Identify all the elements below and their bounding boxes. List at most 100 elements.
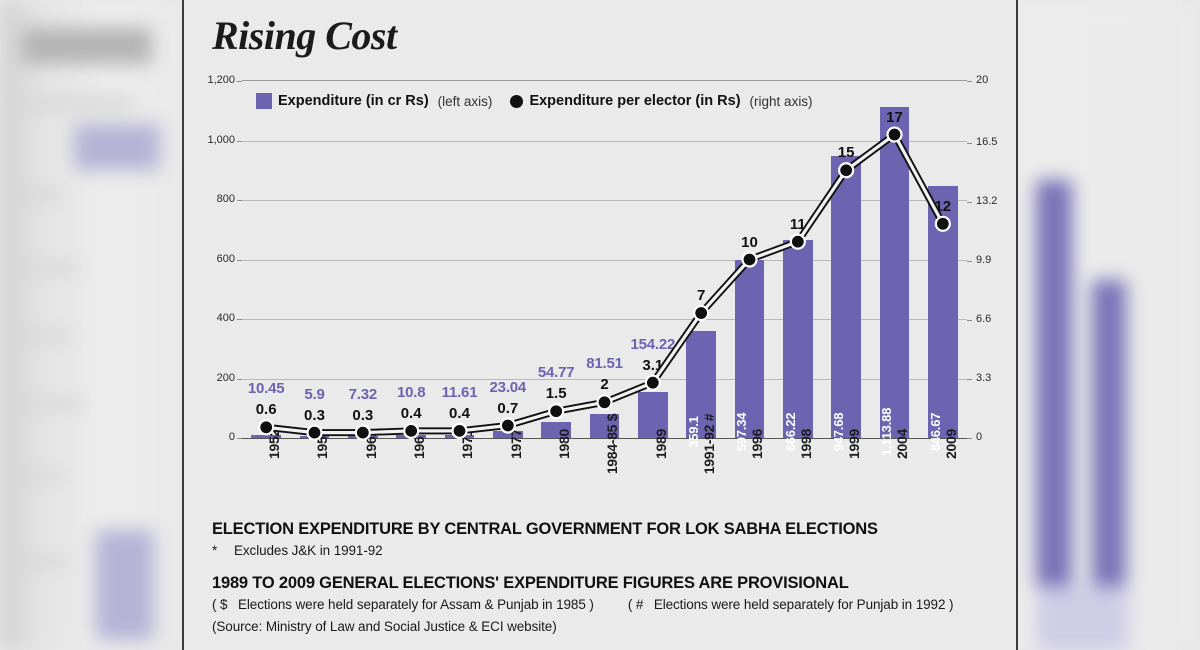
y-axis-right-tick: 13.2 xyxy=(976,195,998,208)
y-axis-left-tick: 200 xyxy=(216,371,235,384)
y-axis-left-tick-mark xyxy=(237,319,242,320)
background-blur-right xyxy=(1018,0,1200,650)
y-axis-right-tick: 3.3 xyxy=(976,372,992,385)
x-axis-label: 1952 xyxy=(266,429,283,459)
x-axis-label: 1977 xyxy=(507,429,524,459)
bar-slot: 23.04 0.7 1977 xyxy=(490,81,527,459)
line-point-label: 0.7 xyxy=(497,399,519,417)
line-point-label: 1.5 xyxy=(545,385,567,403)
bar-slot: 7.32 0.3 1962 xyxy=(347,81,379,459)
bar-slot: 54.77 1.5 1980 xyxy=(538,81,575,459)
line-point-label: 7 xyxy=(696,287,706,305)
bar-value-label: 7.32 xyxy=(348,385,378,403)
y-axis-right-tick-mark xyxy=(967,261,972,263)
y-axis-left-tick-mark xyxy=(237,81,242,82)
infographic-card: Rising Cost Expenditure (in cr Rs) (left… xyxy=(182,0,1018,650)
y-axis-right-tick-mark xyxy=(967,379,972,381)
bar-slot: 666.22 11 1998 xyxy=(782,81,814,459)
footnote-subline-1: * Excludes J&K in 1991-92 xyxy=(212,543,1002,558)
bar-value-label: 597.34 xyxy=(734,412,750,452)
chart-footnotes: ELECTION EXPENDITURE BY CENTRAL GOVERNME… xyxy=(212,520,1002,641)
y-axis-right-tick-mark xyxy=(967,202,972,204)
y-axis-left-tick: 1,200 xyxy=(207,74,235,86)
y-axis-right-tick-mark xyxy=(967,81,972,82)
x-axis-label: 1967 xyxy=(411,429,428,459)
bar[interactable] xyxy=(831,156,862,438)
x-axis-label: 1957 xyxy=(314,429,331,459)
y-axis-right-tick-mark xyxy=(967,143,972,145)
bar-value-label: 54.77 xyxy=(537,364,575,382)
footnote-hash-text: Elections were held separately for Punja… xyxy=(653,597,954,612)
line-point-label: 10 xyxy=(741,233,758,251)
bar-value-label: 154.22 xyxy=(630,335,676,353)
footnote-heading-2: 1989 TO 2009 GENERAL ELECTIONS' EXPENDIT… xyxy=(212,574,849,592)
bar[interactable] xyxy=(251,434,282,438)
asterisk-symbol: * xyxy=(212,543,218,558)
y-axis-left-tick-mark xyxy=(237,259,242,261)
footnote-excludes-jk: Excludes J&K in 1991-92 xyxy=(234,543,383,558)
y-axis-right-tick: 6.6 xyxy=(976,313,992,326)
line-point-label: 12 xyxy=(934,197,952,215)
x-axis-label: 1989 xyxy=(652,429,669,459)
bar-slot: 846.67 12 2009 xyxy=(927,81,959,459)
background-blur-left xyxy=(0,0,182,650)
y-axis-right-tick-mark xyxy=(967,320,972,322)
line-point-label: 15 xyxy=(837,144,855,162)
y-axis-left-tick-mark xyxy=(237,378,242,380)
footnote-symbol-row: ( $ Elections were held separately for As… xyxy=(212,597,1002,612)
y-axis-right-tick: 0 xyxy=(976,431,983,443)
legend-line-label: Expenditure per elector (in Rs) xyxy=(529,93,741,109)
legend-line-marker-icon xyxy=(510,94,524,108)
legend-bar-axis: (left axis) xyxy=(437,93,493,109)
line-point-label: 2 xyxy=(600,376,609,394)
x-axis-label: 2009 xyxy=(942,429,959,459)
line-point-label: 0.6 xyxy=(255,401,277,419)
y-axis-right-tick: 9.9 xyxy=(976,254,992,267)
bar-value-label: 10.8 xyxy=(396,383,426,401)
y-axis-left-tick: 600 xyxy=(216,252,235,265)
bar-slot: 1,113.88 17 2004 xyxy=(879,81,910,459)
line-point-label: 0.4 xyxy=(449,404,470,422)
y-axis-left-tick: 1,000 xyxy=(207,133,235,146)
x-axis-label: 1984-85 $ xyxy=(604,413,621,475)
legend-bar-label: Expenditure (in cr Rs) xyxy=(278,93,429,109)
page-title: Rising Cost xyxy=(212,13,397,58)
x-axis-label: 1998 xyxy=(797,429,814,459)
bar-value-label: 846.67 xyxy=(927,412,943,452)
y-axis-left-tick-mark xyxy=(237,438,242,439)
bar-slot: 947.68 15 1999 xyxy=(831,81,862,459)
bar-value-label: 10.45 xyxy=(247,380,285,398)
x-axis-label: 1999 xyxy=(846,429,863,459)
bar[interactable] xyxy=(782,239,813,438)
dollar-symbol-note: ( $ xyxy=(212,597,228,612)
y-axis-left-tick-mark xyxy=(237,200,242,201)
bar-value-label: 947.68 xyxy=(831,412,847,452)
y-axis-left-tick-mark xyxy=(237,140,242,142)
chart-legend: Expenditure (in cr Rs) (left axis) Expen… xyxy=(256,93,813,109)
bar-slot: 10.45 0.6 1952 xyxy=(248,81,285,459)
bar-slot: 359.1 7 1991-92 # xyxy=(686,81,717,474)
x-axis-label: 1980 xyxy=(556,429,573,459)
bar-slot: 11.61 0.4 1971 xyxy=(441,81,478,459)
bar-slot: 10.8 0.4 1967 xyxy=(396,81,427,459)
bar-value-label: 11.61 xyxy=(441,383,478,401)
bar-value-label: 666.22 xyxy=(782,412,798,452)
hash-symbol-note: ( # xyxy=(627,597,644,612)
legend-line-axis: (right axis) xyxy=(749,93,813,109)
line-point-label: 0.4 xyxy=(400,404,422,422)
bar-series: 10.45 0.6 1952 5.9 0.3 1957 7.32 0.3 1962 10.8 0.4… xyxy=(242,81,967,474)
footnote-source: (Source: Ministry of Law and Social Just… xyxy=(212,619,557,634)
y-axis-right-tick-mark xyxy=(967,438,972,439)
y-axis-left-tick: 400 xyxy=(216,312,235,324)
line-point-label: 3.1 xyxy=(642,356,664,374)
bar-value-label: 81.51 xyxy=(586,355,623,373)
bar[interactable] xyxy=(879,106,910,438)
bar[interactable] xyxy=(927,186,958,438)
x-axis-label: 1971 xyxy=(459,429,476,459)
y-axis-left-tick: 0 xyxy=(228,431,235,443)
chart-plot-area: Expenditure (in cr Rs) (left axis) Expen… xyxy=(207,75,997,475)
x-axis-label: 1962 xyxy=(362,429,379,459)
bar-slot: 81.51 2 1984-85 $ xyxy=(586,81,623,474)
line-point-label: 17 xyxy=(886,108,903,126)
